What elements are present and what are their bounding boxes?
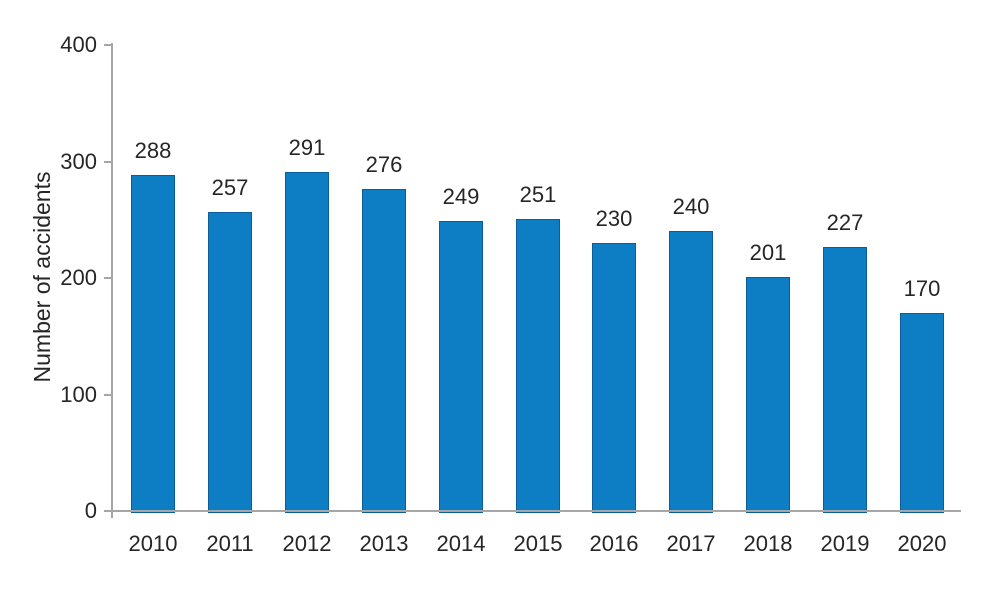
bar-2012 (285, 172, 329, 513)
bar-2014 (439, 221, 483, 513)
bar-value-label: 257 (211, 175, 249, 200)
y-axis-tick-label: 300 (60, 149, 97, 174)
bar-value-label: 227 (826, 210, 864, 235)
bar-value-label: 240 (672, 194, 710, 219)
bar-2019 (823, 247, 867, 513)
bar-2015 (516, 219, 560, 513)
x-axis-tick-label: 2016 (589, 531, 639, 556)
x-axis-tick-label: 2020 (897, 531, 947, 556)
bar-2011 (208, 212, 252, 513)
bar-value-label: 276 (365, 152, 403, 177)
y-axis-tick (104, 394, 111, 396)
y-axis-line (111, 43, 113, 518)
bar-2010 (131, 175, 175, 513)
x-axis-line (104, 510, 961, 512)
y-axis-tick-label: 400 (60, 32, 97, 57)
x-axis-tick-label: 2010 (128, 531, 178, 556)
y-axis-tick-label: 100 (60, 382, 97, 407)
x-axis-tick-label: 2011 (206, 531, 254, 556)
bar-value-label: 201 (749, 240, 787, 265)
x-axis-tick-label: 2019 (820, 531, 870, 556)
bar-2017 (669, 231, 713, 513)
bar-value-label: 249 (442, 184, 480, 209)
y-axis-tick-label: 0 (84, 498, 97, 523)
y-axis-tick (104, 277, 111, 279)
x-axis-tick-label: 2014 (436, 531, 486, 556)
bar-value-label: 170 (903, 276, 941, 301)
bar-2020 (900, 313, 944, 513)
x-axis-tick-label: 2015 (513, 531, 563, 556)
y-axis-tick (104, 161, 111, 163)
bar-2013 (362, 189, 406, 513)
bar-value-label: 230 (595, 206, 633, 231)
bar-value-label: 251 (519, 182, 557, 207)
bar-2018 (746, 277, 790, 513)
x-axis-tick-label: 2017 (666, 531, 716, 556)
bar-value-label: 288 (134, 138, 172, 163)
x-axis-tick-label: 2018 (743, 531, 793, 556)
y-axis-tick-label: 200 (60, 265, 97, 290)
bar-value-label: 291 (288, 135, 326, 160)
x-axis-tick-label: 2012 (282, 531, 332, 556)
bar-2016 (592, 243, 636, 513)
y-axis-tick (104, 44, 111, 46)
x-axis-tick-label: 2013 (359, 531, 409, 556)
